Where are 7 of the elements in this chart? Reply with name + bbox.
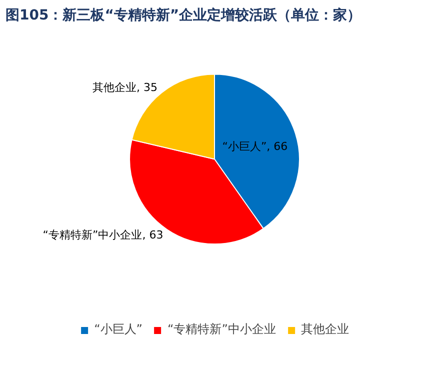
data-label: “专精特新”中小企业, 63 (42, 228, 164, 242)
chart-title: 图105：新三板“专精特新”企业定增较活跃（单位：家） (6, 6, 362, 24)
data-label: 其他企业, 35 (92, 80, 158, 94)
legend-label: “小巨人” (94, 321, 142, 338)
legend-label: 其他企业 (300, 321, 349, 338)
data-label: “小巨人”, 66 (222, 140, 288, 153)
legend-label: “专精特新”中小企业 (168, 321, 276, 338)
